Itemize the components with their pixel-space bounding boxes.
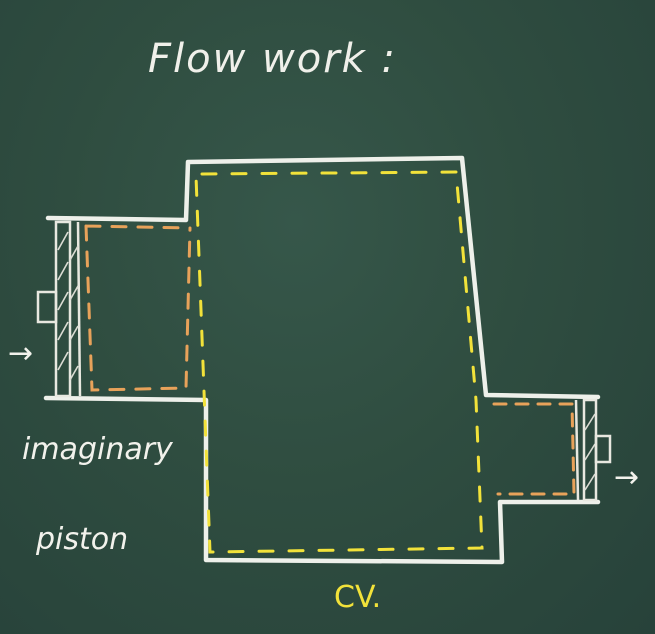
page-title: Flow work :: [148, 36, 398, 82]
outlet-piston: [574, 398, 612, 502]
label-control-volume: CV.: [334, 580, 382, 615]
label-piston: piston: [36, 522, 129, 557]
inlet-piston: [36, 220, 82, 398]
inlet-fluid-boundary: [84, 224, 192, 392]
control-volume-boundary: [194, 170, 484, 554]
duct-outline: [43, 155, 601, 565]
label-imaginary: imaginary: [22, 432, 173, 467]
outlet-fluid-boundary: [492, 402, 576, 496]
inlet-arrow-icon: →: [8, 336, 34, 371]
outlet-arrow-icon: →: [614, 460, 640, 495]
